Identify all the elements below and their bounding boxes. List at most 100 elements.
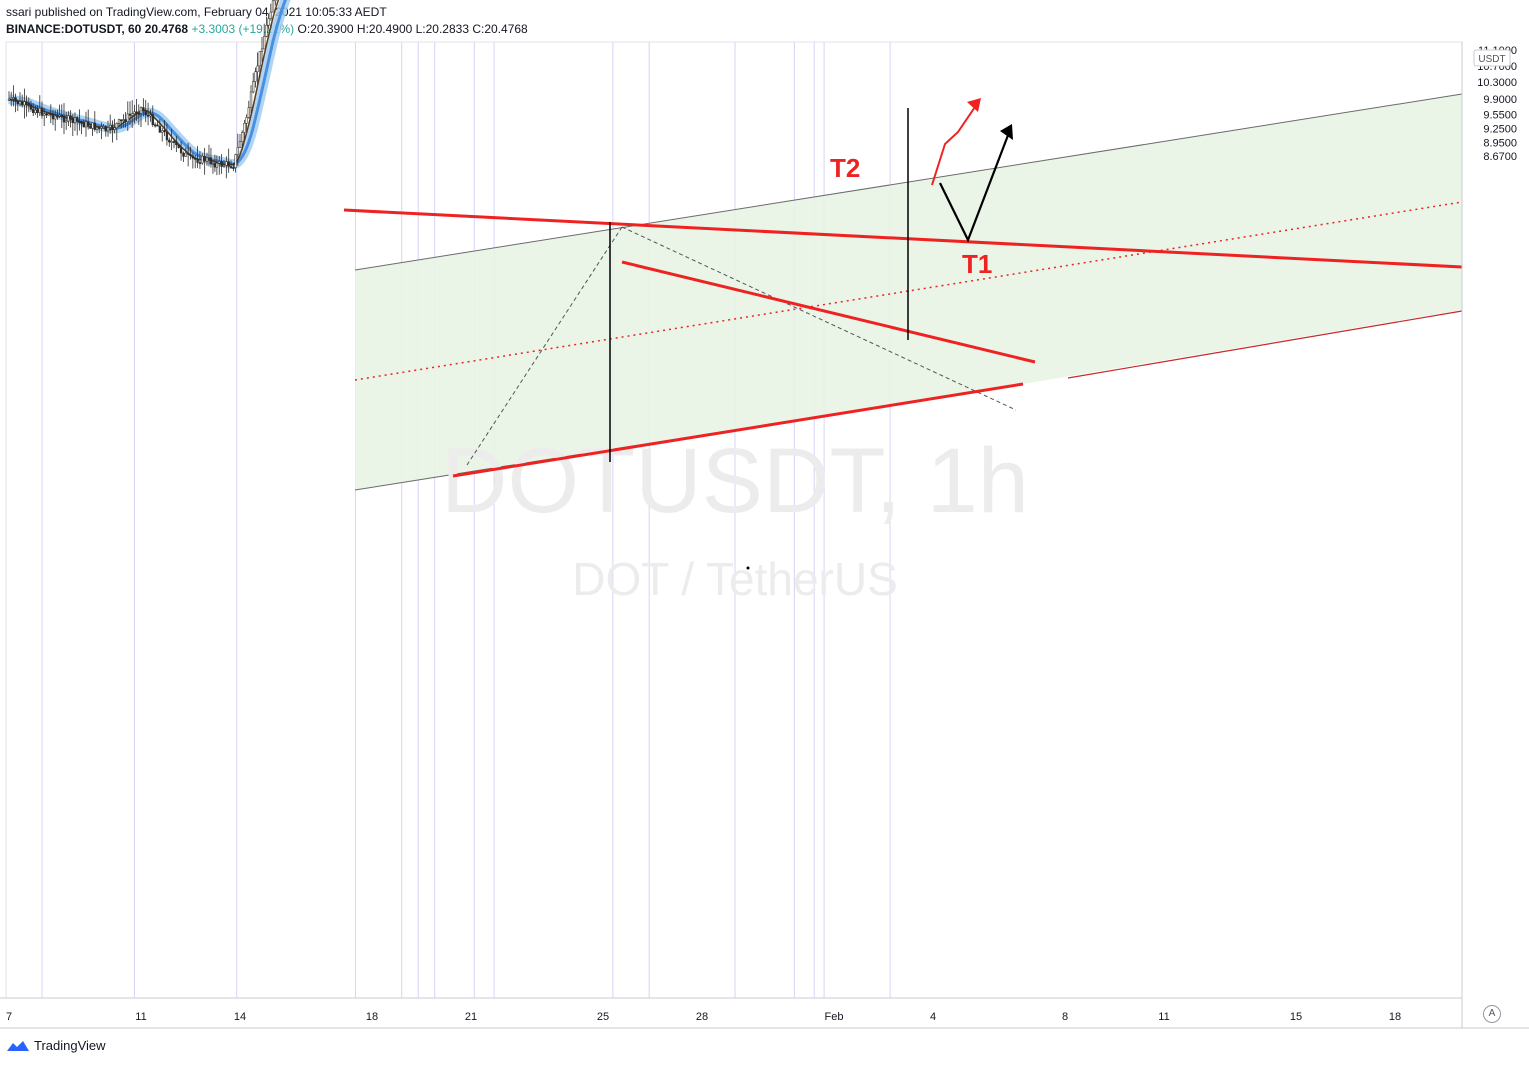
- candle-body: [265, 24, 268, 37]
- candle-body: [191, 155, 195, 159]
- candle-body: [179, 147, 183, 154]
- candle-body: [256, 65, 259, 72]
- candle-body: [227, 161, 230, 167]
- arrow-head-black: [1000, 124, 1013, 140]
- candle-body: [267, 18, 270, 26]
- candle-body: [271, 0, 275, 13]
- candle-body: [131, 113, 134, 116]
- candle-body: [172, 141, 176, 143]
- candle-body: [182, 152, 185, 157]
- candle-body: [71, 117, 74, 123]
- publish-line: ssari published on TradingView.com, Febr…: [6, 5, 387, 19]
- candle-body: [51, 113, 55, 120]
- candle-body: [32, 109, 35, 114]
- candle-body: [78, 121, 81, 123]
- candle-body: [218, 161, 221, 164]
- candle-body: [117, 119, 121, 124]
- candle-body: [56, 115, 59, 118]
- candle-body: [274, 0, 277, 2]
- price-tick-label: 8.6700: [1483, 151, 1517, 163]
- candle-body: [194, 157, 197, 160]
- candle-body: [104, 126, 107, 132]
- candle-body: [25, 101, 28, 104]
- candle-body: [69, 115, 72, 119]
- candle-body: [238, 141, 242, 148]
- candle-body: [205, 157, 209, 162]
- time-tick-label: 11: [135, 1011, 146, 1023]
- candle-body: [144, 110, 147, 116]
- candle-body: [36, 109, 39, 114]
- candle-body: [241, 132, 244, 142]
- dot-marker: [746, 566, 750, 570]
- candle-body: [163, 130, 166, 133]
- candle-body: [54, 115, 57, 120]
- time-tick-label: 28: [696, 1011, 708, 1023]
- candle-body: [234, 154, 237, 168]
- watermark-symbol: DOTUSDT, 1h: [441, 430, 1029, 532]
- candle-body: [165, 131, 169, 141]
- candle-body: [245, 117, 248, 124]
- time-tick-label: 15: [1290, 1011, 1302, 1023]
- projection-path-black: [939, 129, 1012, 243]
- candle-body: [38, 107, 41, 114]
- candle-body: [249, 91, 253, 108]
- candle-body: [60, 114, 63, 117]
- ma-slow-line: [8, 0, 287, 166]
- candle-body: [149, 114, 152, 117]
- candle-body: [207, 157, 211, 160]
- candle-body: [196, 159, 199, 163]
- red-support-line: [452, 382, 1024, 478]
- candle-body: [211, 162, 215, 165]
- time-tick-label: 11: [1158, 1011, 1169, 1023]
- candle-body: [111, 124, 114, 130]
- candle-body: [201, 155, 204, 164]
- candle-body: [243, 123, 246, 133]
- auto-scale-button[interactable]: A: [1483, 1005, 1501, 1023]
- last-price: 20.4768: [144, 22, 189, 36]
- candle-body: [184, 152, 187, 157]
- candle-body: [65, 120, 68, 123]
- candle-body: [135, 111, 138, 114]
- candle-body: [10, 97, 13, 100]
- candle-body: [106, 127, 110, 132]
- time-tick-label: 4: [930, 1011, 936, 1023]
- time-tick-label: 14: [234, 1011, 246, 1023]
- candle-body: [45, 113, 48, 116]
- candle-body: [213, 162, 217, 168]
- candle-body: [21, 101, 24, 106]
- price-axis: 11.100010.700010.30009.90009.55009.25008…: [1461, 42, 1517, 1028]
- candle-body: [93, 122, 96, 130]
- brand-name: TradingView: [34, 1038, 106, 1053]
- candle-body: [254, 71, 257, 82]
- candle-body: [198, 162, 202, 165]
- time-tick-label: 18: [366, 1011, 378, 1023]
- candle-body: [209, 157, 213, 165]
- chart-header: ssari published on TradingView.com, Febr…: [6, 4, 528, 38]
- moving-averages: [6, 0, 291, 170]
- channel-mid-line: [354, 201, 1463, 381]
- candle-body: [43, 113, 46, 116]
- candle-body: [49, 113, 52, 116]
- ohlc-values: O:20.3900 H:20.4900 L:20.2833 C:20.4768: [297, 22, 528, 36]
- candle-body: [153, 124, 157, 127]
- candle-body: [158, 125, 162, 133]
- candle-body: [95, 127, 99, 130]
- price-tick-label: 9.2500: [1483, 123, 1517, 135]
- candles: [7, 0, 277, 179]
- price-tick-label: 9.5500: [1483, 110, 1517, 122]
- candle-body: [177, 144, 180, 148]
- red-resistance-line: [343, 208, 1463, 269]
- unit-label: USDT: [1478, 54, 1505, 65]
- candle-body: [133, 111, 136, 114]
- candle-body: [84, 121, 88, 128]
- candle-body: [73, 117, 77, 123]
- time-tick-label: 21: [465, 1011, 477, 1023]
- candle-body: [58, 114, 61, 117]
- candle-body: [7, 98, 11, 101]
- red-thin-line: [1067, 310, 1463, 379]
- candle-body: [168, 139, 171, 143]
- tradingview-logo-icon: [7, 1040, 29, 1051]
- candle-body: [82, 122, 85, 128]
- candle-body: [109, 124, 112, 128]
